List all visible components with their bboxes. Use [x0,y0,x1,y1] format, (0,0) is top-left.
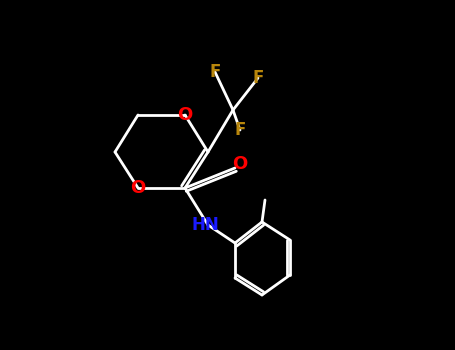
Text: HN: HN [191,216,219,234]
Text: O: O [177,106,192,124]
Text: O: O [131,179,146,197]
Text: F: F [209,63,221,81]
Text: O: O [233,155,248,173]
Text: F: F [253,69,264,87]
Text: F: F [234,121,246,139]
